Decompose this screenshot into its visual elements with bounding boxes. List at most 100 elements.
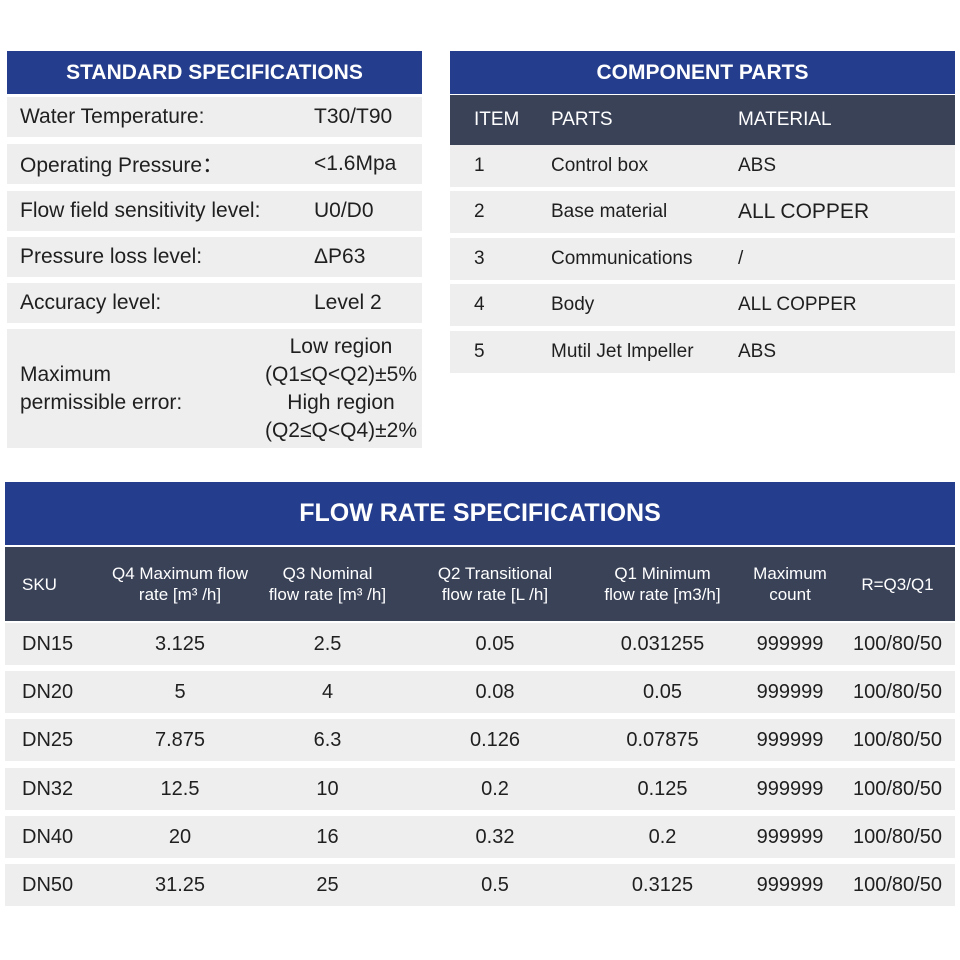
cell-max-count: 999999 [756,680,824,703]
cell-q2: 0.2 [481,777,509,800]
cell-q2: 0.08 [475,680,515,703]
cell-max-count: 999999 [756,873,824,896]
cell-sku: DN25 [22,728,74,751]
table-row: 2 Base material ALL COPPER [450,191,955,233]
cell-q4: 5 [174,680,186,703]
cell-q1: 0.031255 [620,632,705,655]
header-q2-line2: flow rate [L /h] [441,585,549,604]
header-q1-line2: flow rate [m3/h] [604,585,721,604]
error-label-line2: permissible error: [20,390,183,414]
error-value-line2: (Q1≤Q<Q2)±5% [264,362,417,386]
cell-ratio: 100/80/50 [853,632,942,655]
cell-q3: 10 [316,777,339,800]
cell-part: Mutil Jet lmpeller [551,341,694,362]
cell-q2: 0.5 [481,873,509,896]
table-row: 5 Mutil Jet lmpeller ABS [450,331,955,373]
cell-q3: 6.3 [313,728,342,751]
spec-value: Low region (Q1≤Q<Q2)±5% High region (Q2≤… [247,329,435,448]
cell-max-count: 999999 [756,632,824,655]
cell-q4: 31.25 [154,873,206,896]
cell-item: 3 [474,248,485,269]
header-ratio: R=Q3/Q1 [861,574,934,594]
cell-q2: 0.05 [475,632,515,655]
header-material: MATERIAL [738,109,832,130]
cell-q4: 20 [168,825,192,848]
spec-row-max-permissible-error: Maximum permissible error: Low region (Q… [7,329,422,448]
header-max-count: Maximum count [750,547,830,621]
spec-label: Maximum permissible error: [20,329,182,448]
spec-label: Water Temperature: [20,105,205,128]
cell-max-count: 999999 [756,825,824,848]
component-parts-title: COMPONENT PARTS [450,51,955,94]
cell-sku: DN20 [22,680,74,703]
cell-item: 2 [474,201,485,222]
cell-part: Control box [551,155,649,176]
header-q3-line2: flow rate [m³ /h] [268,585,387,604]
error-value-line1: Low region [289,334,393,358]
cell-item: 5 [474,341,485,362]
table-row: 1 Control box ABS [450,145,955,187]
cell-q1: 0.3125 [631,873,694,896]
header-q4-line1: Q4 Maximum flow [111,564,249,583]
table-row: DN25 7.875 6.3 0.126 0.07875 999999 100/… [5,719,955,761]
cell-sku: DN50 [22,873,74,896]
header-item: ITEM [474,109,520,130]
table-row: 3 Communications / [450,238,955,280]
cell-q3: 16 [316,825,339,848]
header-q1: Q1 Minimum flow rate [m3/h] [580,547,745,621]
header-q2: Q2 Transitional flow rate [L /h] [415,547,575,621]
header-max-line1: Maximum [753,564,827,583]
header-q4: Q4 Maximum flow rate [m³ /h] [100,547,260,621]
cell-q4: 7.875 [154,728,206,751]
spec-row-water-temperature: Water Temperature: T30/T90 [7,97,422,137]
cell-ratio: 100/80/50 [853,777,942,800]
cell-q4: 12.5 [160,777,200,800]
cell-q2: 0.126 [469,728,521,751]
header-q3: Q3 Nominal flow rate [m³ /h] [250,547,405,621]
cell-material: ALL COPPER [738,200,870,223]
spec-row-pressure-loss: Pressure loss level: ΔP63 [7,237,422,277]
cell-sku: DN32 [22,777,74,800]
header-parts: PARTS [551,109,613,130]
spec-value: U0/D0 [314,199,374,222]
spec-value: T30/T90 [314,105,393,128]
cell-ratio: 100/80/50 [853,873,942,896]
table-row: DN32 12.5 10 0.2 0.125 999999 100/80/50 [5,768,955,810]
header-q3-line1: Q3 Nominal [282,564,373,583]
cell-material: ALL COPPER [738,294,857,315]
cell-sku: DN15 [22,632,74,655]
header-sku: SKU [22,574,57,594]
spec-value: <1.6Mpa [314,152,397,175]
header-q2-line1: Q2 Transitional [437,564,553,583]
table-row: DN40 20 16 0.32 0.2 999999 100/80/50 [5,816,955,858]
cell-sku: DN40 [22,825,74,848]
error-label-line1: Maximum [20,362,112,386]
spec-label: Pressure loss level: [20,245,203,268]
table-row: 4 Body ALL COPPER [450,284,955,326]
table-row: DN50 31.25 25 0.5 0.3125 999999 100/80/5… [5,864,955,906]
cell-material: ABS [738,155,777,176]
spec-row-flow-field-sensitivity: Flow field sensitivity level: U0/D0 [7,191,422,231]
standard-specifications-title: STANDARD SPECIFICATIONS [7,51,422,94]
table-row: DN15 3.125 2.5 0.05 0.031255 999999 100/… [5,623,955,665]
cell-part: Communications [551,248,693,269]
cell-part: Body [551,294,595,315]
cell-item: 1 [474,155,485,176]
cell-max-count: 999999 [756,777,824,800]
spec-row-operating-pressure: Operating Pressure： <1.6Mpa [7,144,422,184]
cell-q1: 0.05 [643,680,682,703]
component-table-header: ITEM PARTS MATERIAL [450,95,955,145]
spec-value: ΔP63 [314,245,366,268]
cell-q4: 3.125 [154,632,206,655]
table-row: DN20 5 4 0.08 0.05 999999 100/80/50 [5,671,955,713]
cell-q1: 0.07875 [626,728,699,751]
flow-table-header: SKU Q4 Maximum flow rate [m³ /h] Q3 Nomi… [5,547,955,621]
cell-q1: 0.125 [637,777,688,800]
spec-label: Operating Pressure： [20,154,224,177]
header-q4-line2: rate [m³ /h] [138,585,222,604]
cell-max-count: 999999 [756,728,824,751]
spec-label: Flow field sensitivity level: [20,199,261,222]
spec-label: Accuracy level: [20,291,162,314]
cell-ratio: 100/80/50 [853,825,942,848]
spec-value: Level 2 [314,291,382,314]
